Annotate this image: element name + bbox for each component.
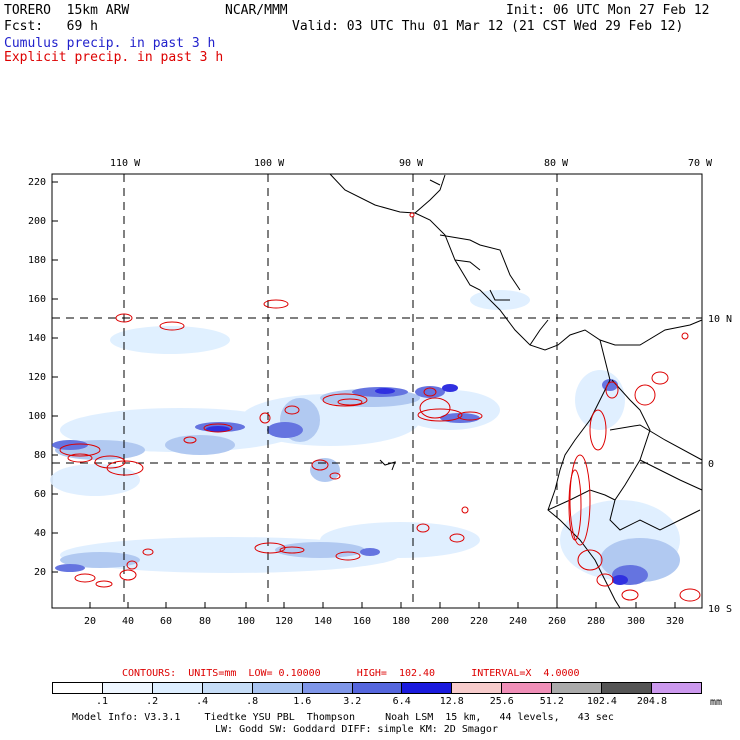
legend-label: 12.8 xyxy=(439,696,464,707)
legend-swatch xyxy=(402,683,453,693)
y-tick-label: 220 xyxy=(28,177,46,188)
x-tick-label: 300 xyxy=(627,616,645,627)
tick-marks xyxy=(52,181,676,608)
x-tick-label: 120 xyxy=(275,616,293,627)
explicit-field-label: Explicit precip. in past 3 h xyxy=(4,50,224,65)
x-tick-label: 160 xyxy=(353,616,371,627)
x-tick-label: 180 xyxy=(392,616,410,627)
y-tick-label: 40 xyxy=(34,528,46,539)
x-tick-label: 320 xyxy=(666,616,684,627)
legend-label: 1.6 xyxy=(293,696,312,707)
legend-label: .4 xyxy=(196,696,209,707)
explicit-precip-contours xyxy=(59,212,701,602)
legend-label: 204.8 xyxy=(636,696,667,707)
legend-swatch xyxy=(602,683,653,693)
coastlines xyxy=(329,173,703,609)
map-frame xyxy=(51,173,703,609)
contour-info: CONTOURS: UNITS=mm LOW= 0.10000 HIGH= 10… xyxy=(122,668,580,679)
legend-swatch xyxy=(53,683,103,693)
legend-swatch xyxy=(552,683,603,693)
x-tick-label: 40 xyxy=(122,616,134,627)
model-physics: LW: Godd SW: Goddard DIFF: simple KM: 2D… xyxy=(215,724,498,735)
y-tick-label: 160 xyxy=(28,294,46,305)
x-tick-label: 60 xyxy=(160,616,172,627)
legend-swatch xyxy=(302,683,353,693)
y-tick-label: 80 xyxy=(34,450,46,461)
legend-swatch xyxy=(352,683,403,693)
y-tick-label: 180 xyxy=(28,255,46,266)
legend-label: 51.2 xyxy=(539,696,564,707)
legend-swatch xyxy=(652,683,701,693)
precip-color-legend xyxy=(52,682,702,694)
y-tick-label: 200 xyxy=(28,216,46,227)
legend-swatch xyxy=(452,683,503,693)
init-time: Init: 06 UTC Mon 27 Feb 12 xyxy=(506,3,710,18)
cumulus-precip-shading xyxy=(50,290,680,585)
x-tick-label: 220 xyxy=(470,616,488,627)
legend-label: .2 xyxy=(146,696,159,707)
legend-swatch xyxy=(502,683,553,693)
lat-label-10n: 10 N xyxy=(708,314,732,325)
lon-label-80w: 80 W xyxy=(544,158,569,169)
lon-label-100w: 100 W xyxy=(254,158,285,169)
legend-label: .1 xyxy=(96,696,109,707)
legend-label: 102.4 xyxy=(586,696,617,707)
legend-labels: .1 .2 .4 .8 1.6 3.2 6.4 12.8 25.6 51.2 1… xyxy=(52,696,702,708)
legend-label: 25.6 xyxy=(489,696,514,707)
x-tick-label: 80 xyxy=(199,616,211,627)
x-tick-label: 200 xyxy=(431,616,449,627)
source-label: NCAR/MMM xyxy=(225,3,288,18)
y-tick-label: 60 xyxy=(34,489,46,500)
lon-label-90w: 90 W xyxy=(399,158,424,169)
lon-label-70w: 70 W xyxy=(688,158,713,169)
valid-time: Valid: 03 UTC Thu 01 Mar 12 (21 CST Wed … xyxy=(292,19,684,34)
lat-label-0: 0 xyxy=(708,459,714,470)
cumulus-field-label: Cumulus precip. in past 3 h xyxy=(4,36,216,51)
y-tick-label: 100 xyxy=(28,411,46,422)
legend-label: 6.4 xyxy=(392,696,411,707)
x-tick-label: 140 xyxy=(314,616,332,627)
y-tick-label: 20 xyxy=(34,567,46,578)
legend-label: 3.2 xyxy=(343,696,362,707)
legend-label: .8 xyxy=(246,696,259,707)
legend-swatch xyxy=(152,683,203,693)
lon-label-110w: 110 W xyxy=(110,158,141,169)
model-info: Model Info: V3.3.1 Tiedtke YSU PBL Thomp… xyxy=(72,712,614,723)
model-title: TORERO 15km ARW xyxy=(4,3,130,18)
x-tick-label: 100 xyxy=(237,616,255,627)
forecast-hour: Fcst: 69 h xyxy=(4,19,98,34)
legend-swatch xyxy=(102,683,153,693)
y-tick-label: 120 xyxy=(28,372,46,383)
lat-lon-grid xyxy=(52,174,702,608)
x-tick-label: 280 xyxy=(587,616,605,627)
x-tick-label: 240 xyxy=(509,616,527,627)
legend-unit: mm xyxy=(710,697,723,708)
lat-label-10s: 10 S xyxy=(708,604,732,615)
legend-swatch xyxy=(252,683,303,693)
x-tick-label: 260 xyxy=(548,616,566,627)
legend-swatch xyxy=(202,683,253,693)
y-tick-label: 140 xyxy=(28,333,46,344)
precip-map: 110 W 100 W 90 W 80 W 70 W 10 N 0 10 S 2… xyxy=(28,158,732,627)
x-tick-label: 20 xyxy=(84,616,96,627)
